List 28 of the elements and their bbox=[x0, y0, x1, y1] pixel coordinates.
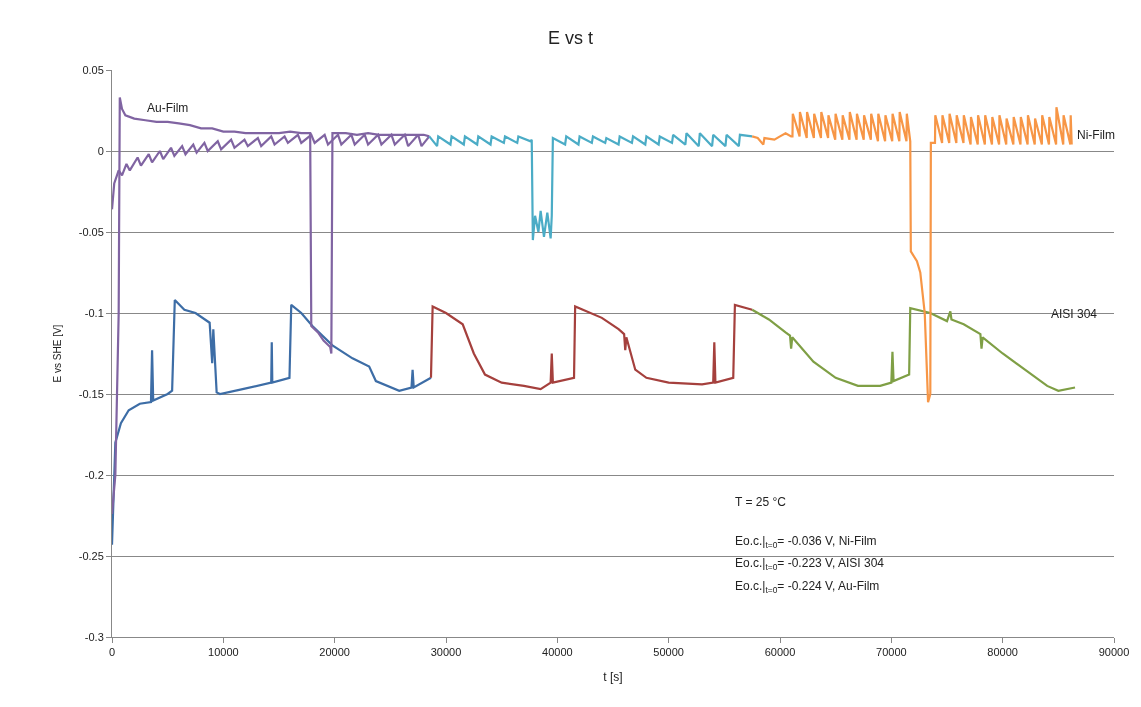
x-tick-label: 60000 bbox=[764, 646, 796, 659]
annotation: Ni-Film bbox=[1077, 128, 1115, 142]
y-axis-title: E vs SHE [V] bbox=[51, 324, 63, 383]
y-tick-label: -0.3 bbox=[84, 630, 104, 643]
x-tick-label: 0 bbox=[108, 646, 116, 659]
annotation: T = 25 °C bbox=[735, 495, 787, 509]
annotation: Eo.c.|$_{t=0}$= -0.224 V, Au-Film bbox=[735, 579, 880, 595]
annotation: Eo.c.|$_{t=0}$= -0.036 V, Ni-Film bbox=[735, 534, 877, 550]
x-tick-label: 90000 bbox=[1098, 646, 1130, 659]
y-tick-label: -0.25 bbox=[78, 549, 104, 562]
y-tick-label: 0.05 bbox=[82, 63, 104, 76]
y-tick-label: -0.1 bbox=[84, 306, 104, 319]
x-tick-label: 70000 bbox=[876, 646, 907, 659]
x-tick-label: 50000 bbox=[653, 646, 684, 659]
x-tick-label: 30000 bbox=[430, 646, 462, 659]
y-tick-label: -0.15 bbox=[78, 387, 104, 400]
annotation: AISI 304 bbox=[1051, 307, 1098, 321]
x-axis-title: t [s] bbox=[603, 670, 623, 685]
y-tick-label: -0.2 bbox=[84, 468, 104, 481]
x-tick-label: 10000 bbox=[208, 646, 239, 659]
chart-title: E vs t bbox=[547, 28, 594, 49]
x-tick-label: 20000 bbox=[319, 646, 350, 659]
annotation: Eo.c.|$_{t=0}$= -0.223 V, AISI 304 bbox=[735, 556, 885, 572]
x-tick-label: 80000 bbox=[987, 646, 1018, 659]
annotation: Au-Film bbox=[147, 101, 189, 115]
y-tick-label: 0 bbox=[97, 144, 104, 157]
x-tick-label: 40000 bbox=[542, 646, 573, 659]
y-tick-label: -0.05 bbox=[78, 225, 104, 238]
